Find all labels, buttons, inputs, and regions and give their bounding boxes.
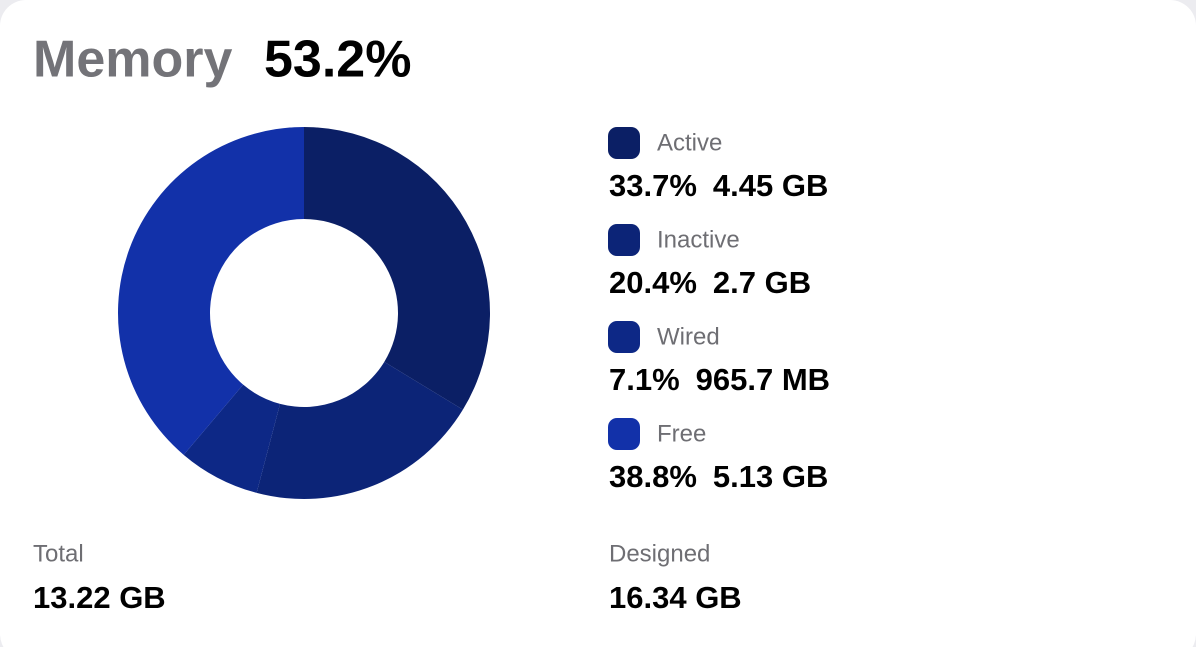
donut-chart <box>118 127 490 499</box>
legend-values: 7.1% 965.7 MB <box>609 362 830 397</box>
title-label: Memory <box>33 31 232 89</box>
legend-values: 33.7% 4.45 GB <box>609 168 828 203</box>
total-label: Total <box>33 540 84 567</box>
legend-swatch <box>608 321 640 353</box>
legend-label: Inactive <box>657 226 740 253</box>
size-label: 965.7 MB <box>696 362 830 397</box>
legend-swatch <box>608 127 640 159</box>
legend-label: Active <box>657 129 722 156</box>
percent-label: 33.7% <box>609 168 697 203</box>
legend-swatch <box>608 418 640 450</box>
donut-segment <box>118 127 305 455</box>
percent-label: 38.8% <box>609 459 697 494</box>
donut-segment <box>256 361 463 499</box>
percent-label: 7.1% <box>609 362 680 397</box>
legend-values: 20.4% 2.7 GB <box>609 265 811 300</box>
legend-label: Free <box>657 420 706 447</box>
percent-label: 20.4% <box>609 265 697 300</box>
size-label: 5.13 GB <box>713 459 828 494</box>
title-value: 53.2% <box>264 31 411 89</box>
legend-swatch <box>608 224 640 256</box>
designed-value: 16.34 GB <box>609 580 742 615</box>
total-value: 13.22 GB <box>33 580 166 615</box>
designed-label: Designed <box>609 540 710 567</box>
legend-values: 38.8% 5.13 GB <box>609 459 828 494</box>
legend-label: Wired <box>657 323 720 350</box>
donut-segment <box>183 384 281 493</box>
donut-segment <box>304 127 490 410</box>
legend: Active 33.7% 4.45 GB Inactive 20.4% 2.7 GB Wir… <box>608 127 830 494</box>
size-label: 4.45 GB <box>713 168 828 203</box>
size-label: 2.7 GB <box>713 265 811 300</box>
